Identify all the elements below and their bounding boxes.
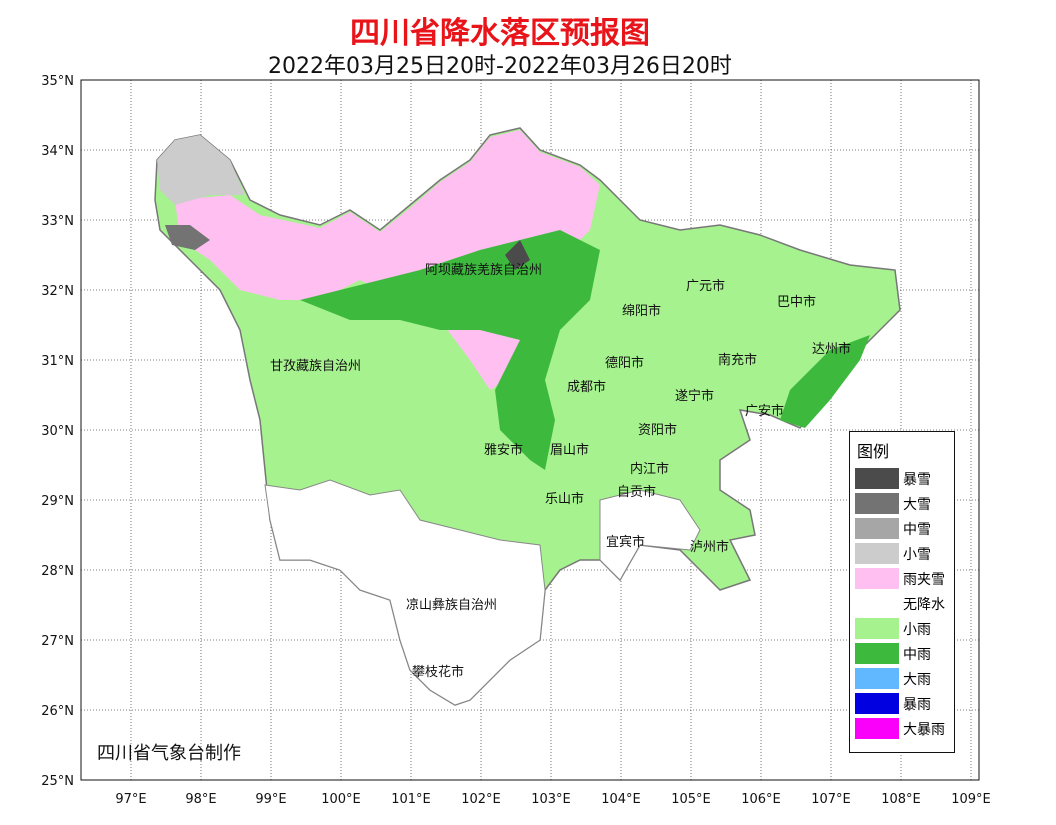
legend-label: 暴雨 xyxy=(903,696,931,713)
legend-swatch xyxy=(855,668,899,689)
lon-tick-label: 108°E xyxy=(881,792,921,807)
lat-tick-label: 35°N xyxy=(41,74,74,89)
legend-swatch xyxy=(855,568,899,589)
legend-label: 大雨 xyxy=(903,671,931,688)
region-label: 南充市 xyxy=(718,352,757,368)
credit-text: 四川省气象台制作 xyxy=(97,743,241,764)
region-label: 广安市 xyxy=(745,403,784,419)
no-precip-area xyxy=(264,479,546,706)
legend-label: 大暴雨 xyxy=(903,721,945,738)
region-label: 广元市 xyxy=(686,278,725,294)
legend-swatch xyxy=(855,468,899,489)
region-label: 绵阳市 xyxy=(622,303,661,319)
legend-item: 大雪 xyxy=(855,491,954,516)
no-precip-area-southeast xyxy=(599,489,701,581)
region-label: 眉山市 xyxy=(550,442,589,458)
legend-item: 无降水 xyxy=(855,591,954,616)
lon-tick-label: 103°E xyxy=(531,792,571,807)
region-label: 巴中市 xyxy=(777,294,816,310)
legend-item: 小雨 xyxy=(855,616,954,641)
legend-swatch xyxy=(855,543,899,564)
legend-title: 图例 xyxy=(857,442,890,461)
moderate-rain-area xyxy=(300,230,600,470)
lat-tick-label: 34°N xyxy=(41,144,74,159)
lat-tick-label: 33°N xyxy=(41,214,74,229)
legend-swatch xyxy=(855,643,899,664)
legend-item: 小雪 xyxy=(855,541,954,566)
region-label: 泸州市 xyxy=(690,539,729,555)
legend-item: 中雪 xyxy=(855,516,954,541)
lat-tick-label: 31°N xyxy=(41,354,74,369)
lon-tick-label: 109°E xyxy=(951,792,991,807)
lon-tick-label: 99°E xyxy=(255,792,286,807)
region-label: 成都市 xyxy=(567,379,606,395)
lat-tick-label: 27°N xyxy=(41,634,74,649)
region-label: 甘孜藏族自治州 xyxy=(270,358,361,374)
legend-item: 中雨 xyxy=(855,641,954,666)
lon-tick-label: 104°E xyxy=(601,792,641,807)
lon-tick-label: 98°E xyxy=(185,792,216,807)
legend-label: 中雨 xyxy=(903,646,931,663)
legend-item: 暴雪 xyxy=(855,466,954,491)
lat-tick-label: 25°N xyxy=(41,774,74,789)
lon-tick-label: 97°E xyxy=(115,792,146,807)
moderate-rain-area-east xyxy=(780,335,870,428)
region-label: 内江市 xyxy=(630,461,669,477)
map-frame xyxy=(80,79,980,781)
lon-tick-label: 106°E xyxy=(741,792,781,807)
legend-swatch xyxy=(855,493,899,514)
legend-swatch xyxy=(855,718,899,739)
legend-label: 暴雪 xyxy=(903,471,931,488)
lon-tick-label: 102°E xyxy=(461,792,501,807)
heavy-snow-area xyxy=(165,225,210,250)
legend-label: 大雪 xyxy=(903,496,931,513)
region-label: 凉山彝族自治州 xyxy=(406,597,497,613)
lon-tick-label: 105°E xyxy=(671,792,711,807)
legend-label: 小雨 xyxy=(903,621,931,638)
region-label: 自贡市 xyxy=(617,484,656,500)
lat-tick-label: 30°N xyxy=(41,424,74,439)
legend-label: 中雪 xyxy=(903,521,931,538)
lon-tick-label: 101°E xyxy=(391,792,431,807)
region-label: 攀枝花市 xyxy=(412,664,464,680)
lat-tick-label: 32°N xyxy=(41,284,74,299)
legend-swatch xyxy=(855,693,899,714)
legend-label: 小雪 xyxy=(903,546,931,563)
region-label: 德阳市 xyxy=(605,355,644,371)
legend-label: 无降水 xyxy=(903,596,945,613)
lon-tick-label: 107°E xyxy=(811,792,851,807)
lat-tick-label: 28°N xyxy=(41,564,74,579)
blizzard-patch xyxy=(505,240,530,270)
axis-ticks: 97°E 98°E 99°E 100°E 101°E 102°E 103°E 104°E 105… xyxy=(41,74,991,807)
legend: 图例 暴雪大雪中雪小雪雨夹雪无降水小雨中雨大雨暴雨大暴雨 xyxy=(849,431,955,753)
lat-tick-label: 26°N xyxy=(41,704,74,719)
region-label: 乐山市 xyxy=(545,491,584,507)
legend-item: 暴雨 xyxy=(855,691,954,716)
legend-item: 大暴雨 xyxy=(855,716,954,741)
legend-swatch xyxy=(855,518,899,539)
legend-swatch xyxy=(855,618,899,639)
region-label: 达州市 xyxy=(812,341,851,357)
region-label: 遂宁市 xyxy=(675,388,714,404)
region-label: 阿坝藏族羌族自治州 xyxy=(425,262,542,278)
legend-item: 大雨 xyxy=(855,666,954,691)
region-label: 宜宾市 xyxy=(606,534,645,550)
region-label: 雅安市 xyxy=(484,442,523,458)
map-title: 四川省降水落区预报图 xyxy=(350,16,650,51)
map-subtitle: 2022年03月25日20时-2022年03月26日20时 xyxy=(268,54,732,79)
legend-item: 雨夹雪 xyxy=(855,566,954,591)
lon-tick-label: 100°E xyxy=(321,792,361,807)
region-label: 资阳市 xyxy=(638,422,677,438)
light-snow-area xyxy=(157,135,245,205)
legend-label: 雨夹雪 xyxy=(903,571,945,588)
lat-tick-label: 29°N xyxy=(41,494,74,509)
legend-swatch xyxy=(855,593,899,614)
